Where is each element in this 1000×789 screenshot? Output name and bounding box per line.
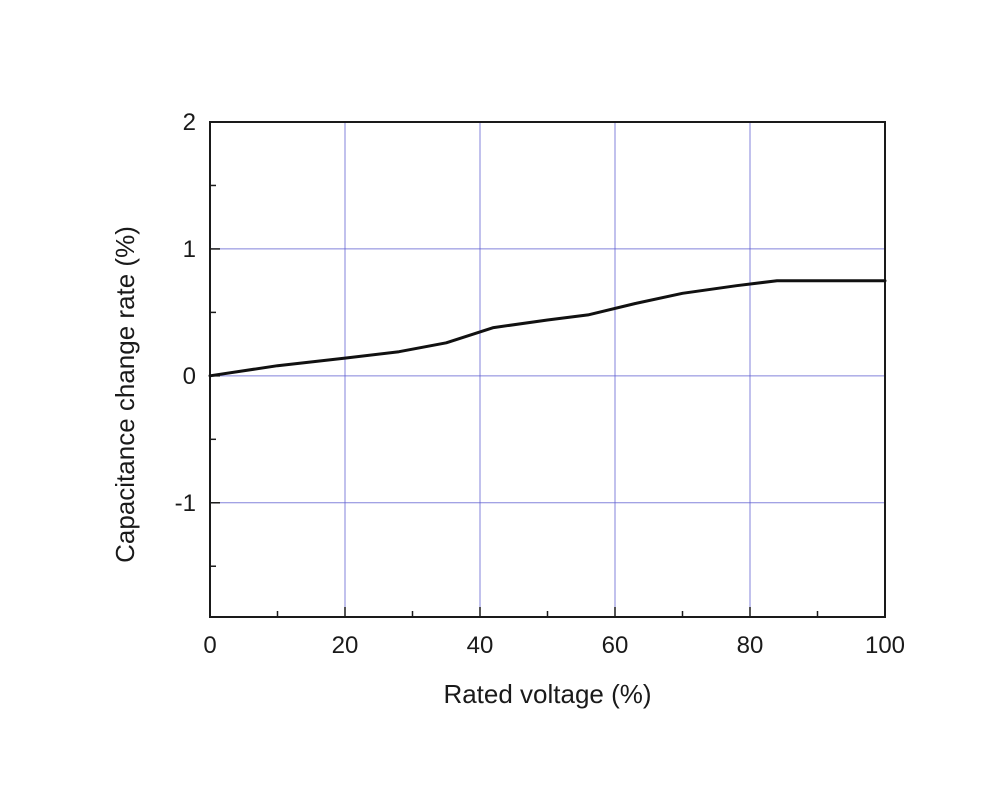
x-tick-label: 0 bbox=[203, 632, 216, 659]
y-tick-label: 0 bbox=[183, 363, 196, 390]
x-tick-label: 100 bbox=[865, 632, 905, 659]
x-axis-title: Rated voltage (%) bbox=[443, 679, 651, 709]
axis-ticks bbox=[209, 121, 886, 617]
y-tick-labels: 2 1 0 -1 bbox=[175, 109, 196, 517]
series-line bbox=[208, 279, 887, 378]
y-axis-title: Capacitance change rate (%) bbox=[110, 226, 140, 563]
y-tick-label: 1 bbox=[183, 236, 196, 263]
x-tick-label: 60 bbox=[602, 632, 629, 659]
x-tick-label: 40 bbox=[467, 632, 494, 659]
plot-frame bbox=[209, 121, 886, 618]
y-tick-label: -1 bbox=[175, 490, 196, 517]
x-tick-labels: 0 20 40 60 80 100 bbox=[203, 632, 905, 659]
grid-lines bbox=[210, 122, 885, 617]
x-tick-label: 80 bbox=[737, 632, 764, 659]
x-tick-label: 20 bbox=[332, 632, 359, 659]
series-layer bbox=[208, 279, 887, 378]
y-tick-label: 2 bbox=[183, 109, 196, 136]
